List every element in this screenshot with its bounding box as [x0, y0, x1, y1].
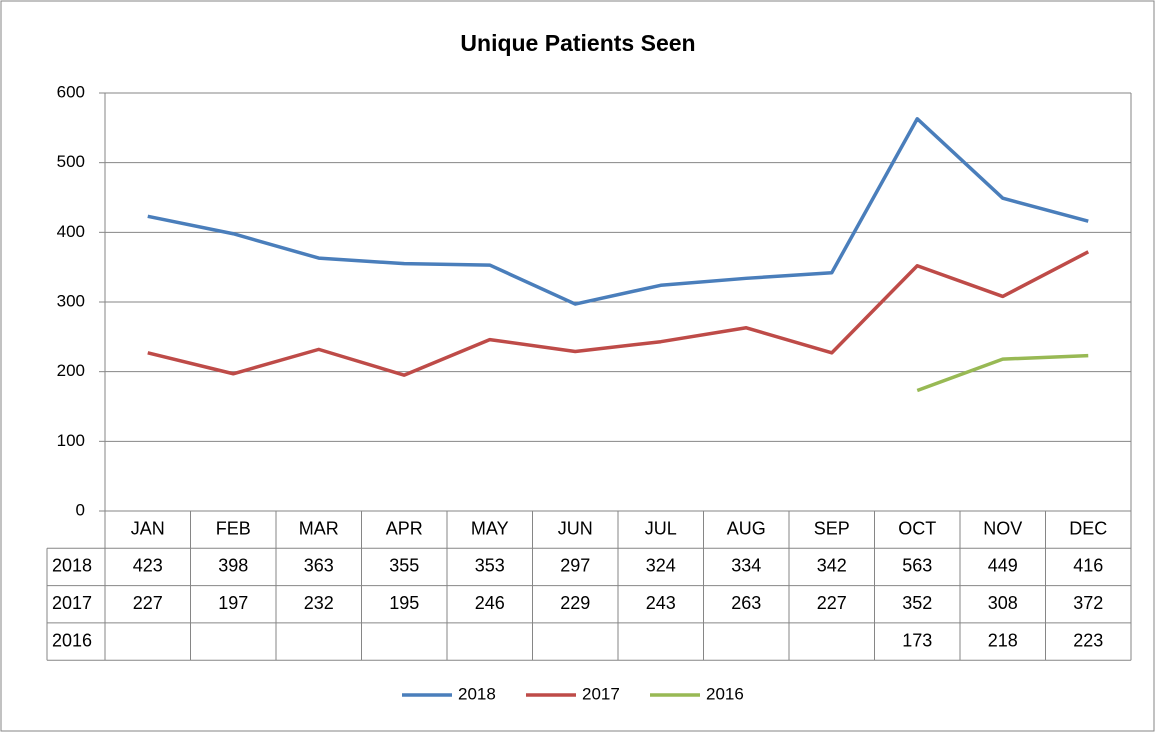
table-cell: 243 — [646, 593, 676, 613]
y-tick-label: 0 — [76, 500, 85, 519]
table-cell: 246 — [475, 593, 505, 613]
series-line — [147, 117, 1089, 306]
table-cell: 563 — [902, 556, 932, 576]
legend-label: 2017 — [582, 684, 620, 703]
x-tick-label: FEB — [216, 518, 251, 538]
x-tick-label: DEC — [1069, 518, 1107, 538]
table-row-label: 2016 — [52, 630, 92, 650]
y-tick-label: 400 — [57, 222, 85, 241]
table-cell: 363 — [304, 556, 334, 576]
x-tick-label: SEP — [814, 518, 850, 538]
x-tick-label: APR — [386, 518, 423, 538]
table-cell: 263 — [731, 593, 761, 613]
table-cell: 218 — [988, 630, 1018, 650]
table-cell: 227 — [817, 593, 847, 613]
table-cell: 324 — [646, 556, 676, 576]
table-cell: 355 — [389, 556, 419, 576]
table-cell: 372 — [1073, 593, 1103, 613]
y-tick-label: 200 — [57, 361, 85, 380]
table-cell: 398 — [218, 556, 248, 576]
table-cell: 227 — [133, 593, 163, 613]
table-row-label: 2018 — [52, 556, 92, 576]
table-cell: 334 — [731, 556, 761, 576]
table-cell: 308 — [988, 593, 1018, 613]
table-cell: 353 — [475, 556, 505, 576]
table-cell: 197 — [218, 593, 248, 613]
y-tick-label: 600 — [57, 82, 85, 101]
y-tick-label: 500 — [57, 152, 85, 171]
series-line — [916, 353, 1089, 393]
table-cell: 423 — [133, 556, 163, 576]
x-tick-label: AUG — [727, 518, 766, 538]
legend-label: 2016 — [706, 684, 744, 703]
series-line — [147, 250, 1090, 377]
y-tick-label: 300 — [57, 291, 85, 310]
table-cell: 416 — [1073, 556, 1103, 576]
y-tick-label: 100 — [57, 431, 85, 450]
x-tick-label: JUL — [645, 518, 677, 538]
x-tick-label: JUN — [558, 518, 593, 538]
legend-label: 2018 — [458, 684, 496, 703]
table-cell: 195 — [389, 593, 419, 613]
x-tick-label: JAN — [131, 518, 165, 538]
table-cell: 229 — [560, 593, 590, 613]
x-tick-label: OCT — [898, 518, 936, 538]
table-cell: 173 — [902, 630, 932, 650]
table-cell: 352 — [902, 593, 932, 613]
table-cell: 232 — [304, 593, 334, 613]
x-tick-label: MAR — [299, 518, 339, 538]
x-tick-label: NOV — [983, 518, 1022, 538]
table-cell: 342 — [817, 556, 847, 576]
table-row-label: 2017 — [52, 593, 92, 613]
x-tick-label: MAY — [471, 518, 509, 538]
table-cell: 223 — [1073, 630, 1103, 650]
table-cell: 297 — [560, 556, 590, 576]
chart-title: Unique Patients Seen — [460, 30, 695, 56]
table-cell: 449 — [988, 556, 1018, 576]
